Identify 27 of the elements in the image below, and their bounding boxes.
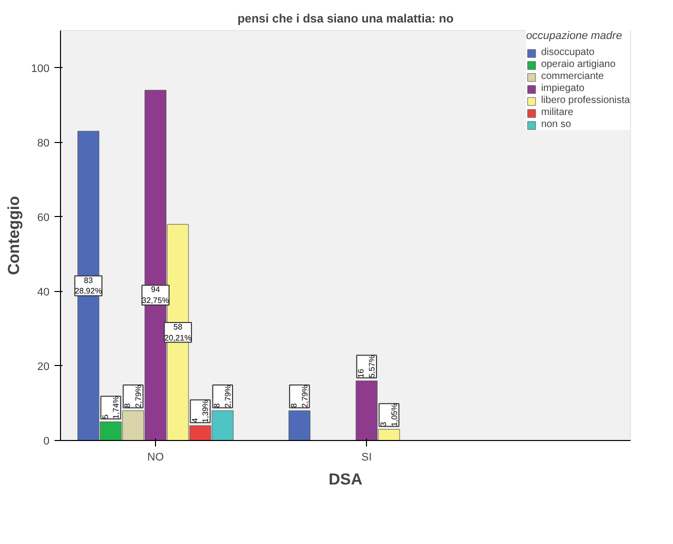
data-label: 5 1,74% [100,396,121,419]
y-tick-label: 0 [43,436,50,448]
data-label: 4 1,39% [190,400,210,423]
data-label: 3 1,05% [379,404,399,426]
legend-label: operaio artigiano [541,59,616,70]
x-axis-title: DSA [328,472,363,488]
legend-label: commerciante [541,71,604,82]
y-tick-label: 20 [37,360,50,373]
legend-label: disoccupato [541,47,594,58]
x-tick-label: SI [361,452,372,464]
legend-label: non so [541,119,572,130]
y-tick-label: 40 [37,286,50,298]
x-tick-label: NO [147,452,164,464]
y-tick-label: 80 [37,137,50,150]
legend-label: impiegato [541,83,584,94]
data-label: 8 2,79% [123,385,144,408]
data-label: 8 2,79% [290,385,310,408]
y-axis-title: Conteggio [6,196,24,276]
data-label: 8 2,79% [212,385,233,408]
data-label: 16 5,57% [356,355,377,378]
y-tick-label: 100 [31,62,50,75]
legend-title: occupazione madre [526,30,624,42]
chart-title: pensi che i dsa siano una malattia: no [237,12,454,26]
bar [288,410,310,440]
legend-label: libero professionista [541,95,630,106]
legend-label: militare [541,107,574,118]
y-tick-label: 60 [37,212,50,224]
